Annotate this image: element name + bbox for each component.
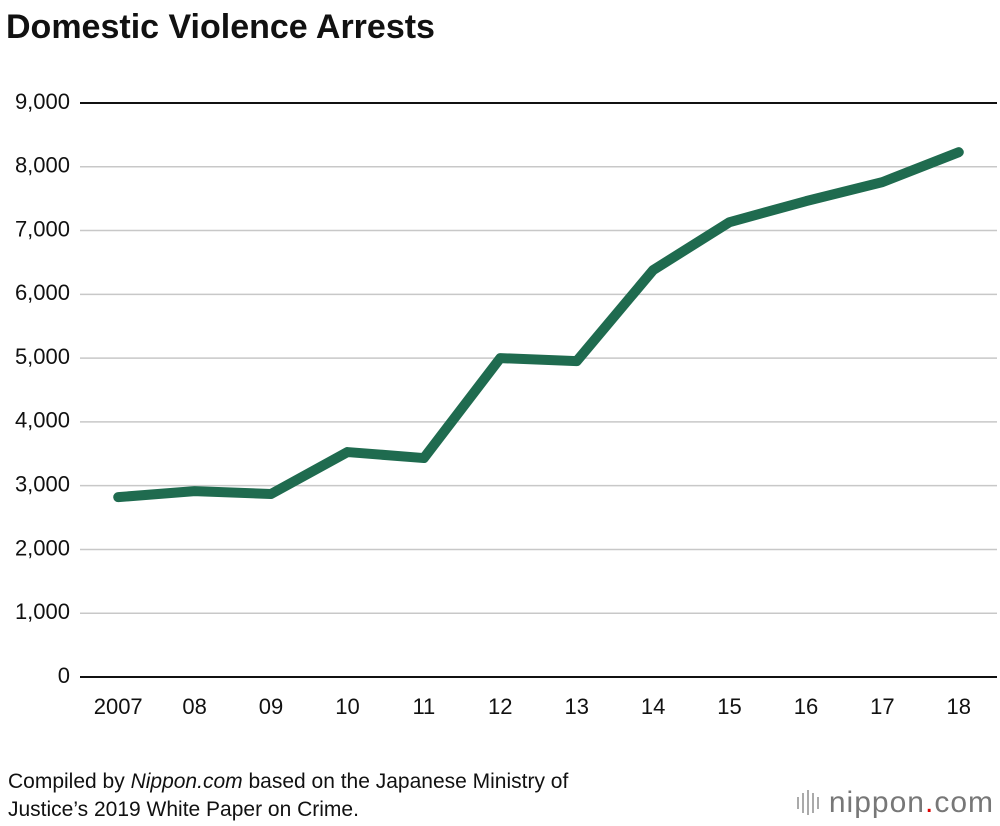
x-tick-label: 15 bbox=[717, 694, 741, 719]
caption: Compiled by Nippon.com based on the Japa… bbox=[8, 768, 568, 824]
y-tick-label: 3,000 bbox=[15, 471, 70, 496]
x-tick-label: 18 bbox=[947, 694, 971, 719]
chart: Domestic Violence Arrests 0 1,000 2,000 3,0… bbox=[6, 8, 997, 719]
caption-text: Justice’s 2019 White Paper on Crime. bbox=[8, 798, 359, 821]
caption-text: based on the Japanese Ministry of bbox=[242, 770, 569, 793]
x-tick-label: 14 bbox=[641, 694, 665, 719]
y-tick-label: 4,000 bbox=[15, 408, 70, 433]
y-tick-label: 1,000 bbox=[15, 599, 70, 624]
x-tick-label: 08 bbox=[182, 694, 206, 719]
y-tick-label: 0 bbox=[58, 663, 70, 688]
x-tick-label: 12 bbox=[488, 694, 512, 719]
y-tick-label: 6,000 bbox=[15, 280, 70, 305]
logo-text: com bbox=[934, 786, 994, 819]
x-tick-label: 11 bbox=[412, 694, 435, 719]
caption-source: Nippon.com bbox=[130, 770, 243, 793]
y-tick-label: 8,000 bbox=[15, 153, 70, 178]
logo-dot: . bbox=[924, 786, 935, 819]
y-tick-label: 5,000 bbox=[15, 344, 70, 369]
logo-icon bbox=[796, 790, 819, 815]
logo-text: nippon bbox=[828, 786, 925, 819]
caption-text: Compiled by bbox=[8, 770, 131, 793]
x-tick-label: 10 bbox=[335, 694, 359, 719]
x-tick-label: 2007 bbox=[94, 694, 143, 719]
x-tick-label: 13 bbox=[564, 694, 588, 719]
logo: nippon.com bbox=[795, 786, 994, 820]
chart-title: Domestic Violence Arrests bbox=[6, 8, 435, 46]
data-line bbox=[113, 147, 964, 503]
x-tick-label: 16 bbox=[794, 694, 818, 719]
y-tick-label: 2,000 bbox=[15, 535, 70, 560]
y-tick-label: 7,000 bbox=[15, 216, 70, 241]
y-tick-label: 9,000 bbox=[15, 89, 70, 114]
x-tick-label: 17 bbox=[870, 694, 894, 719]
x-tick-label: 09 bbox=[259, 694, 283, 719]
